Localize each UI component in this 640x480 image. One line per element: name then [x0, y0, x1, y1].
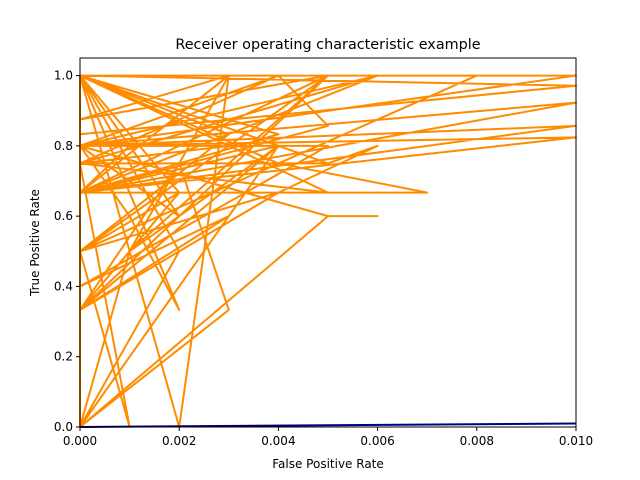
y-ticks: 0.0 0.2 0.4 0.6 0.8 1.0: [54, 69, 80, 434]
axes-frame: [79, 57, 577, 428]
x-tick-label: 0.004: [261, 434, 295, 448]
x-tick-label: 0.002: [162, 434, 196, 448]
x-tick-label: 0.006: [360, 434, 394, 448]
y-tick-label: 0.6: [54, 209, 73, 223]
x-tick-label: 0.010: [559, 434, 593, 448]
y-axis-label: True Positive Rate: [28, 189, 42, 297]
series-line-0: [79, 74, 577, 428]
series-line-1: [79, 422, 577, 428]
x-ticks: 0.000 0.002 0.004 0.006 0.008 0.010: [63, 427, 593, 448]
y-tick-label: 0.8: [54, 139, 73, 153]
y-tick-label: 1.0: [54, 69, 73, 83]
x-tick-label: 0.008: [460, 434, 494, 448]
plot-lines: [79, 74, 577, 428]
x-tick-label: 0.000: [63, 434, 97, 448]
chart-title: Receiver operating characteristic exampl…: [175, 37, 480, 53]
y-tick-label: 0.2: [54, 350, 73, 364]
y-tick-label: 0.4: [54, 279, 73, 293]
y-tick-label: 0.0: [54, 420, 73, 434]
x-axis-label: False Positive Rate: [272, 457, 384, 471]
